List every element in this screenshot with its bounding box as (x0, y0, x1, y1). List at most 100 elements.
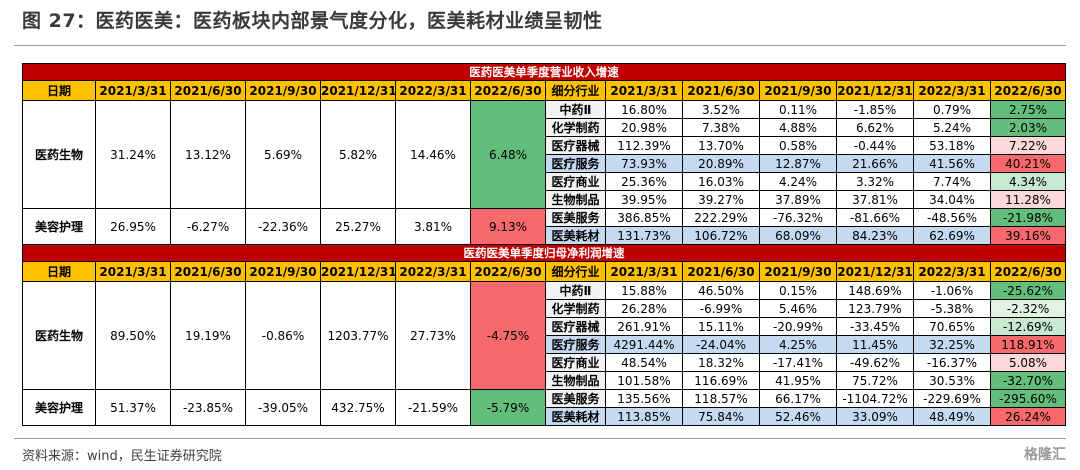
segment-value: 11.45% (836, 335, 914, 354)
sector-value: 6.48% (470, 100, 546, 209)
data-row: 化学制药 20.98% 7.38% 4.88% 6.62% 5.24% 2.03% (23, 118, 1066, 137)
segment-value: 118.57% (682, 389, 760, 408)
segment-value: -20.99% (759, 317, 837, 336)
segment-value: 37.89% (759, 190, 837, 209)
sector-value: 19.19% (170, 281, 246, 390)
segment-value: 33.09% (836, 407, 914, 426)
segment-value: 4291.44% (605, 335, 683, 354)
sector-value: 5.69% (245, 100, 321, 209)
segment-value: -2.32% (990, 299, 1066, 318)
sector-value: -0.86% (245, 281, 321, 390)
date-cell: 2022/3/31 (395, 80, 471, 101)
segment-value: 25.36% (605, 172, 683, 191)
segment-value: 46.50% (682, 281, 760, 300)
segment-value: 15.88% (605, 281, 683, 300)
segment-value: 37.81% (836, 190, 914, 209)
segment-name: 化学制药 (545, 299, 606, 318)
sector-value: -21.59% (395, 389, 471, 426)
header-row: 日期 2021/3/31 2021/6/30 2021/9/30 2021/12/31 2… (22, 261, 1066, 282)
segment-value: 4.88% (759, 118, 837, 137)
segment-value: 39.27% (682, 190, 760, 209)
segment-name: 化学制药 (545, 118, 606, 137)
segment-value: 52.46% (759, 407, 837, 426)
segment-value: 118.91% (990, 335, 1066, 354)
segment-name: 医疗器械 (545, 317, 606, 336)
segment-value: 39.16% (990, 226, 1066, 245)
segment-value: -6.99% (682, 299, 760, 318)
caption-row: 医药医美单季度营业收入增速 (22, 63, 1066, 81)
segment-value: -49.62% (836, 353, 914, 372)
segment-value: 41.95% (759, 371, 837, 390)
segment-value: -81.66% (836, 208, 914, 227)
sector-value: 51.37% (95, 389, 171, 426)
segment-value: -16.37% (913, 353, 991, 372)
segment-value: 16.80% (605, 100, 683, 119)
segment-value: 26.28% (605, 299, 683, 318)
segment-value: -1.85% (836, 100, 914, 119)
segment-value: 0.58% (759, 136, 837, 155)
date-header: 日期 (22, 261, 96, 282)
segment-value: -32.70% (990, 371, 1066, 390)
date-cell: 2021/12/31 (320, 80, 396, 101)
segment-value: 4.25% (759, 335, 837, 354)
sector-value: 31.24% (95, 100, 171, 209)
sector-value: 25.27% (320, 208, 396, 245)
segment-value: 62.69% (913, 226, 991, 245)
segment-value: -229.69% (913, 389, 991, 408)
segment-header: 细分行业 (545, 80, 606, 101)
date-cell: 2021/3/31 (95, 261, 171, 282)
data-row: 美容护理 26.95% -6.27% -22.36% 25.27% 3.81% 9.13% 医… (22, 208, 1066, 245)
segment-value: 12.87% (759, 154, 837, 173)
sector-value: 3.81% (395, 208, 471, 245)
date-cell: 2022/3/31 (395, 261, 471, 282)
segment-value: 123.79% (836, 299, 914, 318)
segment-name: 医疗商业 (545, 172, 606, 191)
data-row: 医疗器械 261.91% 15.11% -20.99% -33.45% 70.65% -12… (23, 317, 1066, 336)
date-cell: 2021/12/31 (836, 261, 914, 282)
segment-value: 73.93% (605, 154, 683, 173)
date-cell: 2021/9/30 (759, 261, 837, 282)
title: 图 27：医药医美：医药板块内部景气度分化，医美耗材业绩呈韧性 (22, 10, 603, 32)
data-row: 医药生物 89.50% 19.19% -0.86% 1203.77% 27.73% -4.7… (22, 281, 1066, 390)
sector-name: 美容护理 (22, 208, 96, 245)
segment-name: 中药Ⅱ (545, 100, 606, 119)
segment-name: 生物制品 (545, 190, 606, 209)
segment-name: 中药Ⅱ (545, 281, 606, 300)
sector-value: 89.50% (95, 281, 171, 390)
watermark: 格隆汇 (1024, 447, 1066, 463)
segment-value: -25.62% (990, 281, 1066, 300)
data-row: 生物制品 101.58% 116.69% 41.95% 75.72% 30.53% -32.… (23, 371, 1066, 390)
date-cell: 2022/3/31 (913, 80, 991, 101)
segment-value: 2.03% (990, 118, 1066, 137)
segment-value: -5.38% (913, 299, 991, 318)
segment-value: 0.11% (759, 100, 837, 119)
segment-value: 7.38% (682, 118, 760, 137)
segment-value: 84.23% (836, 226, 914, 245)
date-cell: 2021/9/30 (245, 80, 321, 101)
segment-value: 135.56% (605, 389, 683, 408)
segment-name: 医疗器械 (545, 136, 606, 155)
sector-value: -4.75% (470, 281, 546, 390)
segment-value: 6.62% (836, 118, 914, 137)
date-cell: 2021/6/30 (170, 80, 246, 101)
segment-value: -24.04% (682, 335, 760, 354)
sector-value: -39.05% (245, 389, 321, 426)
sector-value: -23.85% (170, 389, 246, 426)
sector-value: 5.82% (320, 100, 396, 209)
segment-value: 68.09% (759, 226, 837, 245)
date-cell: 2021/9/30 (759, 80, 837, 101)
segment-value: 261.91% (605, 317, 683, 336)
segment-value: 40.21% (990, 154, 1066, 173)
segment-name: 医疗服务 (545, 335, 606, 354)
sector-value: 432.75% (320, 389, 396, 426)
title-rule (14, 45, 1066, 46)
sector-value: -5.79% (470, 389, 546, 426)
data-row: 医疗器械 112.39% 13.70% 0.58% -0.44% 53.18% 7.22% (23, 136, 1066, 155)
segment-value: -0.44% (836, 136, 914, 155)
segment-value: -48.56% (913, 208, 991, 227)
segment-value: 386.85% (605, 208, 683, 227)
sector-value: 26.95% (95, 208, 171, 245)
sector-value: 13.12% (170, 100, 246, 209)
footer-rule (14, 438, 1066, 439)
